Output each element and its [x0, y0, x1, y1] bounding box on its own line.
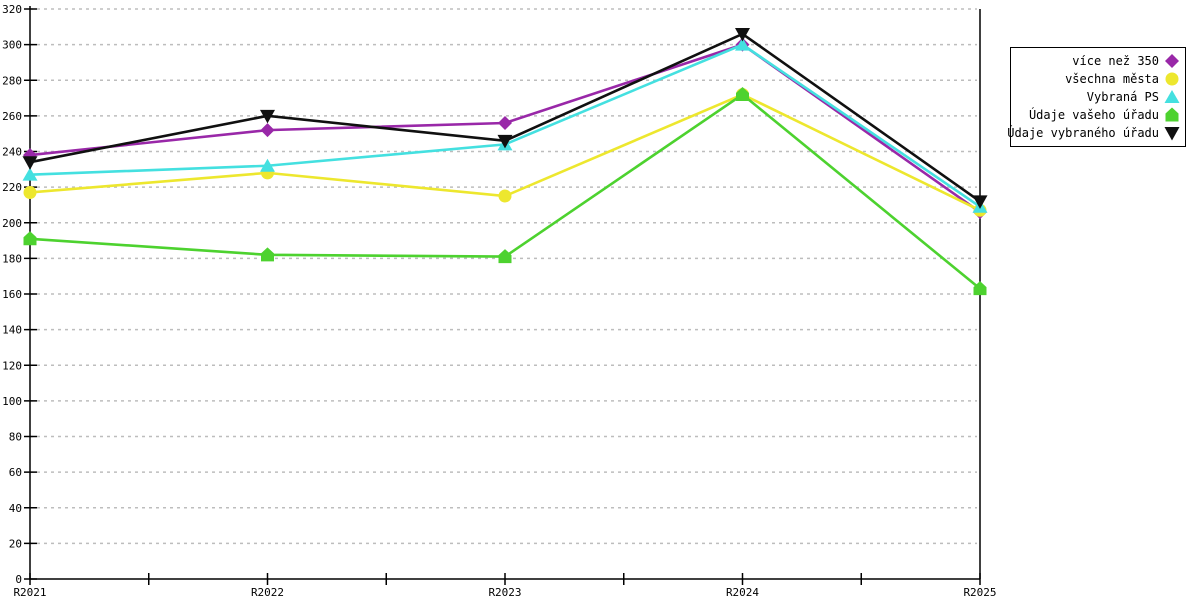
- series-marker-house: [973, 281, 987, 296]
- y-axis-tick-label: 260: [2, 110, 22, 123]
- y-axis-tick-label: 240: [2, 146, 22, 159]
- legend-item-1: všechna města: [1015, 70, 1180, 88]
- series-marker-triangle-down: [260, 109, 275, 124]
- series-marker-triangle-down: [22, 156, 38, 170]
- legend-marker-triangle-up-icon: [1164, 90, 1180, 103]
- y-axis-tick-label: 100: [2, 395, 22, 408]
- series-marker-house: [23, 231, 37, 246]
- series-marker-house: [736, 87, 749, 101]
- legend-marker-triangle-down-icon: [1164, 127, 1180, 141]
- y-axis-tick-label: 220: [2, 181, 22, 194]
- series-1: [23, 88, 987, 217]
- x-axis-tick-label: R2021: [13, 586, 46, 599]
- series-4: [22, 27, 988, 209]
- legend-label: Údaje vašeho úřadu: [1028, 108, 1159, 122]
- legend-item-3: Údaje vašeho úřadu: [1015, 106, 1180, 124]
- legend-marker-diamond-icon: [1165, 54, 1179, 68]
- series-marker-triangle-down: [972, 195, 988, 209]
- series-marker-triangle-up: [735, 37, 750, 51]
- series-marker-triangle-down: [497, 134, 513, 149]
- series-marker-triangle-down: [735, 27, 750, 42]
- legend-item-2: Vybraná PS: [1015, 88, 1180, 106]
- series-3: [23, 87, 987, 296]
- y-axis-tick-label: 80: [9, 431, 22, 444]
- y-axis-tick-label: 0: [15, 573, 22, 586]
- y-axis-tick-label: 40: [9, 502, 22, 515]
- y-axis-tick-label: 280: [2, 74, 22, 87]
- x-axis-tick-label: R2024: [726, 586, 759, 599]
- x-axis-tick-label: R2025: [963, 586, 996, 599]
- x-axis-tick-label: R2022: [251, 586, 284, 599]
- y-axis-tick-label: 180: [2, 252, 22, 265]
- series-marker-diamond: [260, 123, 275, 138]
- legend-marker-house-icon: [1165, 107, 1179, 122]
- y-axis-tick-label: 200: [2, 217, 22, 230]
- series-marker-triangle-up: [22, 167, 38, 181]
- legend-label: více než 350: [1072, 54, 1159, 68]
- y-axis-tick-label: 20: [9, 537, 22, 550]
- y-axis-tick-label: 300: [2, 39, 22, 52]
- legend-item-4: Údaje vybraného úřadu: [1007, 124, 1180, 142]
- y-axis-tick-label: 60: [9, 466, 22, 479]
- legend-marker-circle-icon: [1165, 72, 1179, 86]
- legend-item-0: více než 350: [1015, 52, 1180, 70]
- legend-label: Vybraná PS: [1086, 90, 1159, 104]
- legend-label: všechna města: [1065, 72, 1159, 86]
- series-marker-house: [498, 249, 512, 264]
- series-marker-circle: [23, 185, 37, 199]
- legend-label: Údaje vybraného úřadu: [1007, 126, 1159, 140]
- series-marker-house: [261, 247, 274, 262]
- legend: více než 350 všechna města Vybraná PS Údaje…: [1007, 47, 1186, 147]
- series-marker-diamond: [498, 116, 512, 130]
- x-axis-tick-label: R2023: [488, 586, 521, 599]
- series-marker-triangle-up: [260, 158, 275, 172]
- y-axis-tick-label: 160: [2, 288, 22, 301]
- y-axis-tick-label: 320: [2, 3, 22, 16]
- y-axis-tick-label: 140: [2, 324, 22, 337]
- series-marker-circle: [498, 189, 512, 203]
- y-axis-tick-label: 120: [2, 359, 22, 372]
